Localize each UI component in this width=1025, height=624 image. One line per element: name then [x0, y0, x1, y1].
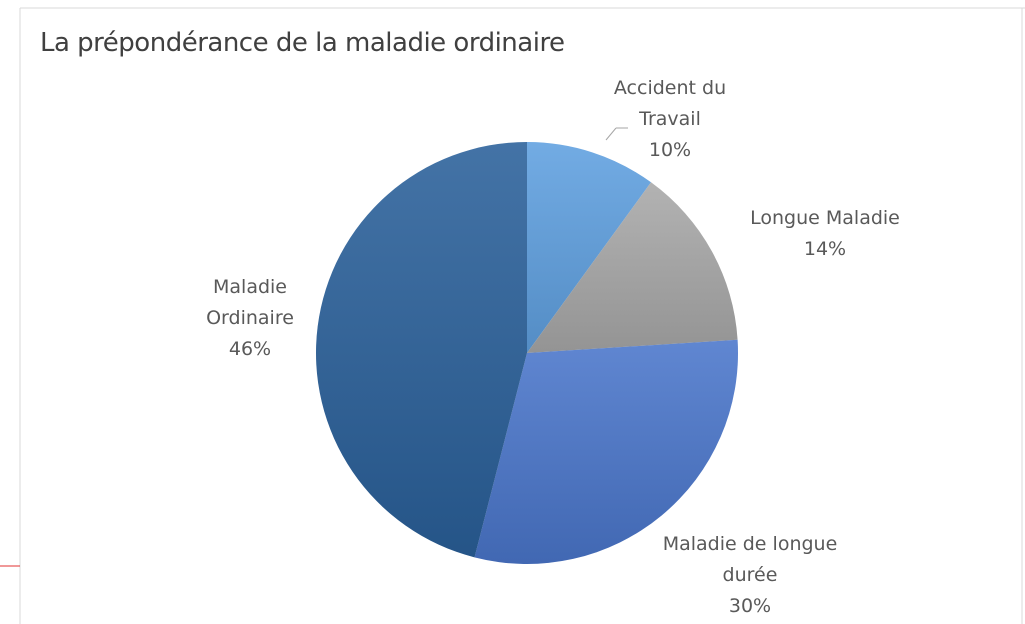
slice-shade [316, 142, 527, 558]
category-label: Longue Maladie [750, 207, 900, 229]
slice-shade [474, 339, 738, 564]
chart-title: La prépondérance de la maladie ordinaire [40, 28, 565, 58]
slice-shade [527, 142, 652, 353]
leader-line [605, 127, 617, 141]
data-label: Accident du Travail 10% [595, 73, 745, 166]
slice-shade [527, 182, 738, 353]
value-label: 46% [228, 338, 272, 360]
category-label: Maladie de longue durée [662, 533, 838, 586]
category-label: Accident du Travail [613, 77, 727, 130]
data-label: Maladie Ordinaire 46% [175, 272, 325, 365]
value-label: 14% [803, 238, 847, 260]
value-label: 30% [728, 595, 772, 617]
pie [316, 142, 738, 564]
data-label: Longue Maladie 14% [715, 203, 935, 265]
category-label: Maladie Ordinaire [206, 276, 294, 329]
value-label: 10% [648, 139, 692, 161]
data-label: Maladie de longue durée 30% [660, 529, 840, 622]
